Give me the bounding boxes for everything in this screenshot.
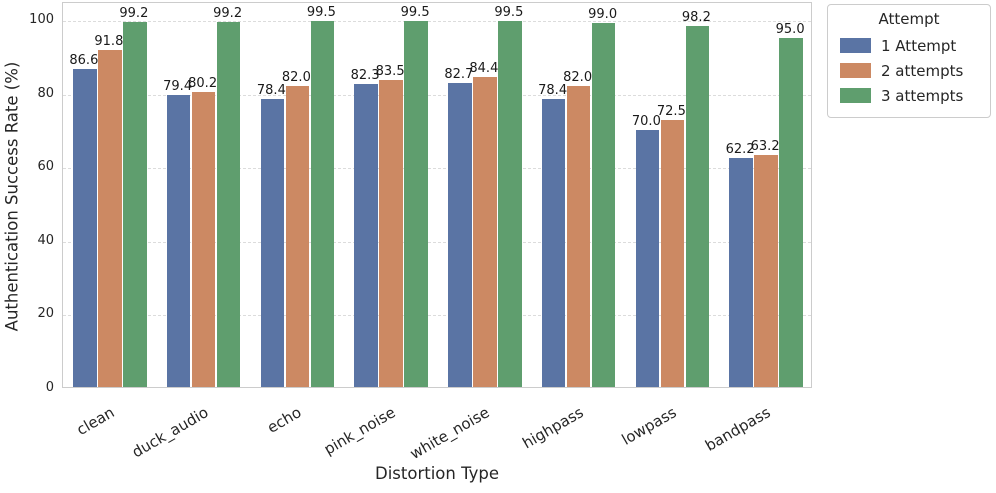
bar-duck_audio-1-attempt — [166, 95, 191, 387]
bar-duck_audio-2-attempts — [191, 92, 216, 387]
bar-highpass-3-attempts — [591, 23, 616, 387]
bar-lowpass-3-attempts — [685, 26, 710, 387]
value-label: 70.0 — [631, 113, 661, 129]
value-label: 82.0 — [281, 69, 311, 85]
bar-bandpass-1-attempt — [729, 158, 753, 387]
value-label: 99.5 — [494, 5, 524, 21]
value-label: 83.5 — [375, 64, 405, 80]
y-tick-label: 0 — [45, 380, 54, 395]
x-axis-title: Distortion Type — [375, 464, 499, 483]
value-label: 95.0 — [775, 21, 805, 37]
bar-white_noise-1-attempt — [448, 82, 472, 387]
y-tick-label: 100 — [29, 12, 54, 28]
value-label: 79.4 — [163, 79, 193, 95]
value-label: 84.4 — [469, 60, 499, 76]
value-label: 98.2 — [681, 9, 711, 25]
value-label: 62.2 — [725, 142, 755, 158]
gridline-40 — [63, 241, 811, 243]
y-tick-label: 40 — [37, 232, 54, 248]
value-label: 86.6 — [69, 52, 99, 68]
value-label: 99.5 — [306, 5, 336, 21]
legend-swatch-icon — [840, 63, 871, 78]
bar-clean-2-attempts — [98, 49, 122, 387]
bar-lowpass-2-attempts — [660, 120, 685, 387]
value-label: 99.0 — [588, 7, 618, 23]
legend: Attempt 1 Attempt 2 attempts 3 attempts — [827, 4, 991, 118]
bar-pink_noise-3-attempts — [404, 21, 428, 387]
value-label: 78.4 — [538, 82, 568, 98]
value-label: 91.8 — [94, 33, 124, 49]
legend-label: 1 Attempt — [881, 36, 957, 55]
value-label: 63.2 — [750, 138, 780, 154]
value-label: 99.2 — [213, 6, 243, 22]
gridline-100 — [63, 21, 811, 23]
bar-echo-3-attempts — [310, 21, 335, 387]
legend-label: 2 attempts — [881, 61, 964, 80]
plot-area — [62, 2, 812, 388]
value-label: 80.2 — [188, 76, 218, 92]
value-label: 72.5 — [656, 104, 686, 120]
y-tick-label: 60 — [37, 159, 54, 175]
value-label: 82.0 — [563, 69, 593, 85]
legend-title: Attempt — [878, 10, 940, 28]
gridline-80 — [63, 94, 811, 96]
bar-pink_noise-2-attempts — [379, 80, 403, 387]
legend-label: 3 attempts — [881, 86, 964, 105]
y-tick-label: 80 — [37, 85, 54, 101]
value-label: 82.7 — [444, 66, 474, 82]
bar-pink_noise-1-attempt — [354, 84, 378, 387]
legend-item-3-attempts: 3 attempts — [838, 83, 980, 108]
bar-bandpass-3-attempts — [779, 37, 803, 387]
bar-bandpass-2-attempts — [754, 154, 778, 387]
legend-swatch-icon — [840, 38, 871, 53]
bar-clean-3-attempts — [123, 22, 147, 387]
gridline-20 — [63, 315, 811, 317]
bar-echo-1-attempt — [260, 98, 285, 387]
legend-items: 1 Attempt 2 attempts 3 attempts — [838, 33, 980, 108]
legend-item-2-attempts: 2 attempts — [838, 58, 980, 83]
bar-clean-1-attempt — [73, 68, 97, 387]
legend-swatch-icon — [840, 88, 871, 103]
bar-white_noise-3-attempts — [498, 21, 522, 387]
bar-white_noise-2-attempts — [473, 76, 497, 387]
bar-highpass-1-attempt — [541, 98, 566, 387]
y-tick-label: 20 — [37, 306, 54, 322]
value-label: 82.3 — [350, 68, 380, 84]
bar-echo-2-attempts — [285, 85, 310, 387]
gridline-60 — [63, 168, 811, 170]
value-label: 99.2 — [119, 6, 149, 22]
value-label: 78.4 — [256, 82, 286, 98]
bar-highpass-2-attempts — [566, 85, 591, 387]
bar-duck_audio-3-attempts — [216, 22, 241, 387]
value-label: 99.5 — [400, 5, 430, 21]
legend-item-1-attempt: 1 Attempt — [838, 33, 980, 58]
bar-lowpass-1-attempt — [635, 129, 660, 387]
